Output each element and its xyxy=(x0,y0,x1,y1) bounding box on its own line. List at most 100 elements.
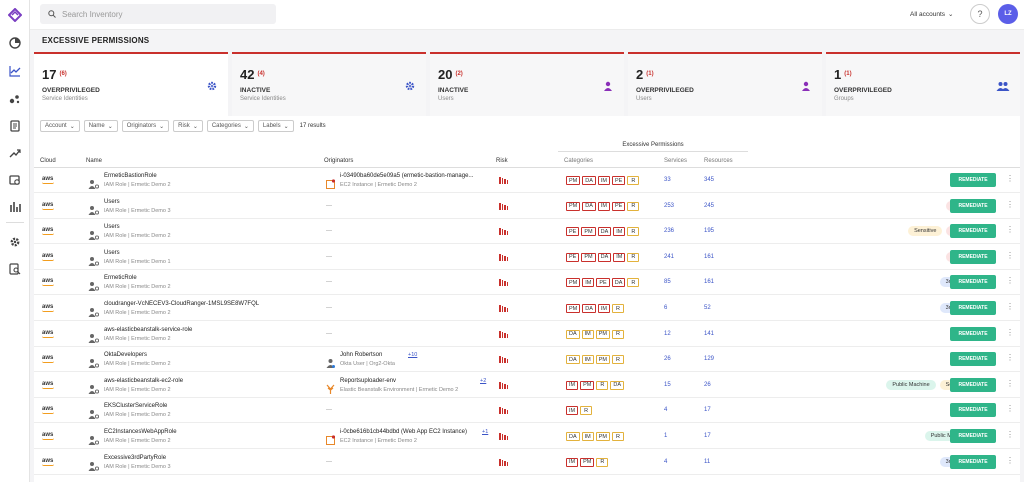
col-name[interactable]: Name xyxy=(86,158,103,164)
kebab-menu-icon[interactable]: ⋮ xyxy=(1006,225,1014,235)
kebab-menu-icon[interactable]: ⋮ xyxy=(1006,455,1014,465)
resources-count-link[interactable]: 345 xyxy=(704,177,715,183)
identity-name[interactable]: Users xyxy=(104,198,120,205)
inventory-icon[interactable] xyxy=(6,171,24,189)
filter-labels[interactable]: Labels ⌄ xyxy=(257,120,294,132)
col-services[interactable]: Services xyxy=(664,158,688,164)
identity-name[interactable]: aws-elasticbeanstalk-ec2-role xyxy=(104,377,184,384)
services-count-link[interactable]: 241 xyxy=(664,253,675,260)
identity-name[interactable]: ErmeticBastionRole xyxy=(104,173,157,179)
kebab-menu-icon[interactable]: ⋮ xyxy=(1006,430,1014,439)
originator-name[interactable]: i-03490ba60de5e09a5 (ermetic-bastion-man… xyxy=(340,173,474,179)
analytics-icon[interactable] xyxy=(6,62,24,80)
identity-name[interactable]: Users xyxy=(104,224,120,231)
resources-count-link[interactable]: 245 xyxy=(704,202,715,209)
avatar[interactable]: LZ xyxy=(998,4,1018,24)
col-risk[interactable]: Risk xyxy=(496,158,508,164)
remediate-button[interactable]: REMEDIATE xyxy=(950,198,996,213)
table-row[interactable]: aws EC2InstancesWebAppRole IAM Role | Erme… xyxy=(34,424,1020,449)
remediate-button[interactable]: REMEDIATE xyxy=(950,301,996,315)
resources-count-link[interactable]: 52 xyxy=(704,305,711,311)
resources-count-link[interactable]: 161 xyxy=(704,253,715,260)
card-inactive-service-identities[interactable]: 42 (4) INACTIVE Service Identities xyxy=(232,52,426,118)
kebab-menu-icon[interactable]: ⋮ xyxy=(1006,250,1014,260)
remediate-button[interactable]: REMEDIATE xyxy=(950,224,996,239)
resources-count-link[interactable]: 17 xyxy=(704,407,711,414)
charts-icon[interactable] xyxy=(6,198,24,216)
remediate-button[interactable]: REMEDIATE xyxy=(950,173,996,187)
table-row[interactable]: aws Users IAM Role | Ermetic Demo 1 — PE PM DA… xyxy=(34,245,1020,270)
filter-account[interactable]: Account ⌄ xyxy=(40,120,80,132)
services-count-link[interactable]: 4 xyxy=(664,458,668,465)
resources-count-link[interactable]: 161 xyxy=(704,279,715,286)
identity-name[interactable]: Users xyxy=(104,249,120,256)
filter-categories[interactable]: Categories ⌄ xyxy=(206,120,254,132)
resources-count-link[interactable]: 17 xyxy=(704,433,711,439)
kebab-menu-icon[interactable]: ⋮ xyxy=(1006,353,1014,363)
identity-name[interactable]: cloudranger-VcNECEV3-CloudRanger-1MSL9SE… xyxy=(104,301,260,307)
kebab-menu-icon[interactable]: ⋮ xyxy=(1006,378,1014,388)
originator-name[interactable]: Reportsuploader-env xyxy=(340,377,397,384)
report-icon[interactable] xyxy=(6,117,24,135)
kebab-menu-icon[interactable]: ⋮ xyxy=(1006,174,1014,183)
card-inactive-users[interactable]: 20 (2) INACTIVE Users xyxy=(430,52,624,118)
settings-icon[interactable] xyxy=(6,233,24,251)
card-overprivileged-groups[interactable]: 1 (1) OVERPRIVILEGED Groups xyxy=(826,52,1020,118)
kebab-menu-icon[interactable]: ⋮ xyxy=(1006,302,1014,311)
table-row[interactable]: aws aws-elasticbeanstalk-ec2-role IAM Role… xyxy=(34,373,1020,398)
table-row[interactable]: aws Excessive3rdPartyRole IAM Role | Ermet… xyxy=(34,450,1020,475)
filter-name[interactable]: Name ⌄ xyxy=(83,120,118,132)
remediate-button[interactable]: REMEDIATE xyxy=(950,326,996,341)
services-count-link[interactable]: 15 xyxy=(664,381,671,388)
kebab-menu-icon[interactable]: ⋮ xyxy=(1006,276,1014,286)
remediate-button[interactable]: REMEDIATE xyxy=(950,377,996,392)
remediate-button[interactable]: REMEDIATE xyxy=(950,352,996,367)
services-count-link[interactable]: 4 xyxy=(664,407,668,414)
audit-icon[interactable] xyxy=(6,260,24,278)
identity-name[interactable]: OktaDevelopers xyxy=(104,352,148,359)
accounts-dropdown[interactable]: All accounts ⌄ xyxy=(910,10,954,19)
resources-count-link[interactable]: 129 xyxy=(704,356,715,363)
filter-originators[interactable]: Originators ⌄ xyxy=(121,120,170,132)
help-button[interactable]: ? xyxy=(970,4,990,24)
resources-count-link[interactable]: 141 xyxy=(704,330,715,337)
trends-icon[interactable] xyxy=(6,144,24,162)
services-count-link[interactable]: 6 xyxy=(664,305,668,311)
table-row[interactable]: aws EKSClusterServiceRole IAM Role | Ermet… xyxy=(34,398,1020,424)
services-count-link[interactable]: 33 xyxy=(664,177,671,183)
identity-name[interactable]: aws-elasticbeanstalk-service-role xyxy=(104,326,193,333)
table-row[interactable]: aws ErmeticBastionRole IAM Role | Ermetic … xyxy=(34,168,1020,193)
table-row[interactable]: aws Users IAM Role | Ermetic Demo 2 — PE PM DA… xyxy=(34,219,1020,245)
table-row[interactable]: aws cloudranger-VcNECEV3-CloudRanger-1MSL… xyxy=(34,296,1020,321)
remediate-button[interactable]: REMEDIATE xyxy=(950,275,996,290)
graph-icon[interactable] xyxy=(6,90,24,108)
identity-name[interactable]: Excessive3rdPartyRole xyxy=(104,454,167,461)
services-count-link[interactable]: 26 xyxy=(664,356,671,363)
identity-name[interactable]: EC2InstancesWebAppRole xyxy=(104,429,177,435)
remediate-button[interactable]: REMEDIATE xyxy=(950,429,996,443)
kebab-menu-icon[interactable]: ⋮ xyxy=(1006,327,1014,337)
originator-more-link[interactable]: +1 xyxy=(482,429,489,435)
services-count-link[interactable]: 253 xyxy=(664,202,675,209)
kebab-menu-icon[interactable]: ⋮ xyxy=(1006,404,1014,414)
remediate-button[interactable]: REMEDIATE xyxy=(950,249,996,264)
table-row[interactable]: aws aws-elasticbeanstalk-service-role IAM … xyxy=(34,322,1020,347)
logo-icon[interactable] xyxy=(6,6,24,24)
col-resources[interactable]: Resources xyxy=(704,158,733,164)
table-row[interactable]: aws OktaDevelopers IAM Role | Ermetic Demo… xyxy=(34,347,1020,373)
filter-risk[interactable]: Risk ⌄ xyxy=(173,120,203,132)
search-input[interactable]: Search Inventory xyxy=(40,4,276,24)
originator-more-link[interactable]: +2 xyxy=(480,377,487,384)
services-count-link[interactable]: 12 xyxy=(664,330,671,337)
services-count-link[interactable]: 236 xyxy=(664,228,675,235)
identity-name[interactable]: EKSClusterServiceRole xyxy=(104,403,168,410)
identity-name[interactable]: ErmeticRole xyxy=(104,275,137,282)
services-count-link[interactable]: 1 xyxy=(664,433,668,439)
col-cloud[interactable]: Cloud xyxy=(40,158,56,164)
remediate-button[interactable]: REMEDIATE xyxy=(950,403,996,418)
col-originators[interactable]: Originators xyxy=(324,158,354,164)
originator-more-link[interactable]: +10 xyxy=(408,352,418,359)
originator-name[interactable]: John Robertson xyxy=(340,352,383,359)
kebab-menu-icon[interactable]: ⋮ xyxy=(1006,199,1014,209)
col-categories[interactable]: Categories xyxy=(564,158,594,164)
